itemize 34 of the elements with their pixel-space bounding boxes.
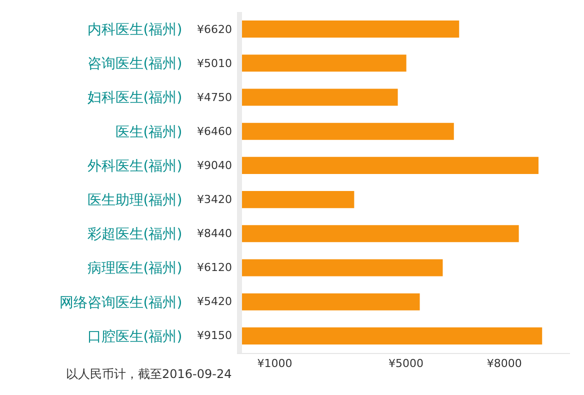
bar [242,259,443,276]
bar [242,156,539,174]
y-tick-label: 口腔医生(福州) [87,328,182,345]
x-tick-label: ¥5000 [388,357,424,370]
x-tick-label: ¥8000 [486,357,522,370]
data-label: ¥6460 [197,125,232,138]
bar [242,88,398,106]
bar [242,293,420,310]
data-label: ¥5420 [197,295,232,308]
y-tick-label: 医生助理(福州) [87,192,182,208]
bar [242,327,542,344]
bar [242,20,460,38]
bar [242,54,406,72]
y-tick-label: 网络咨询医生(福州) [59,294,182,311]
bar [242,191,354,208]
data-label: ¥6620 [197,23,232,36]
data-label: ¥8440 [197,227,232,240]
data-label: ¥5010 [197,57,232,70]
y-tick-label: 病理医生(福州) [87,260,182,277]
text: 以人民币计，截至2016-09-24 [66,367,232,381]
data-label: ¥4750 [197,91,232,104]
y-tick-label: 彩超医生(福州) [87,226,182,243]
x-tick-label: ¥1000 [257,357,292,370]
y-tick-label: 内科医生(福州) [87,22,182,38]
y-tick-label: 外科医生(福州) [87,158,182,174]
y-tick-label: 妇科医生(福州) [87,90,182,106]
bar [242,225,519,242]
data-label: ¥3420 [197,193,232,206]
y-tick-label: 咨询医生(福州) [87,56,182,72]
data-label: ¥6120 [197,261,232,274]
data-label: ¥9040 [197,159,232,172]
y-tick-label: 医生(福州) [115,124,182,140]
bar [242,122,454,140]
data-label: ¥9150 [197,329,232,342]
